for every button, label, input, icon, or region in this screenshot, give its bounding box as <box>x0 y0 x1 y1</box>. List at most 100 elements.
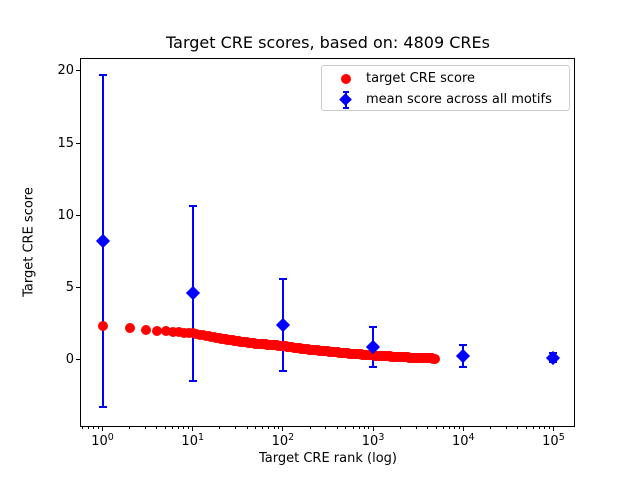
x-tick-label: 104 <box>451 432 475 449</box>
x-minor-tick-mark <box>368 427 370 429</box>
mean-diamond-point <box>366 339 381 354</box>
x-tick-label: 102 <box>271 432 295 449</box>
x-minor-tick-mark <box>517 427 519 429</box>
mean-error-bar-cap-top <box>278 277 287 280</box>
blue-diamond-errorbar-marker-icon <box>334 89 358 111</box>
x-minor-tick-mark <box>345 427 347 429</box>
red-data-point <box>160 326 171 337</box>
x-minor-tick-mark <box>309 427 311 429</box>
y-tick-mark <box>76 214 80 216</box>
x-minor-tick-mark <box>262 427 264 429</box>
legend-item-target-cre-score: target CRE score <box>322 68 569 90</box>
x-minor-tick-mark <box>82 427 84 429</box>
x-tick-mark <box>102 427 104 431</box>
x-minor-tick-mark <box>435 427 437 429</box>
x-minor-tick-mark <box>235 427 237 429</box>
x-minor-tick-mark <box>415 427 417 429</box>
x-minor-tick-mark <box>145 427 147 429</box>
legend-item-mean-score: mean score across all motifs <box>322 89 569 111</box>
y-tick-mark <box>76 70 80 72</box>
x-minor-tick-mark <box>183 427 185 429</box>
x-minor-tick-mark <box>458 427 460 429</box>
x-tick-mark <box>372 427 374 431</box>
mean-diamond-point <box>185 286 200 301</box>
x-tick-label: 100 <box>91 432 114 449</box>
mean-error-bar-cap-top <box>98 74 107 77</box>
mean-error-bar-cap-bottom <box>369 365 378 368</box>
legend-label-mean-score: mean score across all motifs <box>366 92 552 107</box>
x-minor-tick-mark <box>454 427 456 429</box>
x-tick-label: 103 <box>361 432 385 449</box>
x-minor-tick-mark <box>325 427 327 429</box>
red-data-point <box>97 320 108 331</box>
y-tick-label: 20 <box>57 63 74 79</box>
mean-error-bar-cap-top <box>459 344 468 347</box>
x-minor-tick-mark <box>489 427 491 429</box>
mean-diamond-point <box>456 349 471 364</box>
red-data-point <box>167 326 178 337</box>
y-tick-label: 0 <box>65 352 74 368</box>
y-tick-label: 10 <box>57 207 74 223</box>
x-minor-tick-mark <box>352 427 354 429</box>
mean-diamond-point <box>275 317 290 333</box>
x-minor-tick-mark <box>219 427 221 429</box>
x-minor-tick-mark <box>93 427 95 429</box>
x-minor-tick-mark <box>548 427 550 429</box>
x-tick-label: 101 <box>181 432 205 449</box>
mean-error-bar-cap-bottom <box>278 370 287 373</box>
x-minor-tick-mark <box>165 427 167 429</box>
x-minor-tick-mark <box>246 427 248 429</box>
x-minor-tick-mark <box>255 427 257 429</box>
x-minor-tick-mark <box>505 427 507 429</box>
x-minor-tick-mark <box>399 427 401 429</box>
y-tick-label: 15 <box>57 135 74 151</box>
mean-error-bar-cap-bottom <box>98 406 107 409</box>
mean-diamond-point <box>95 234 110 249</box>
legend-label-target-cre-score: target CRE score <box>366 71 476 86</box>
mean-diamond-point <box>546 350 561 365</box>
x-minor-tick-mark <box>532 427 534 429</box>
x-minor-tick-mark <box>336 427 338 429</box>
x-minor-tick-mark <box>278 427 280 429</box>
x-minor-tick-mark <box>363 427 365 429</box>
x-tick-mark <box>282 427 284 431</box>
plot-area <box>80 58 575 427</box>
mean-error-bar-cap-top <box>369 325 378 328</box>
x-minor-tick-mark <box>88 427 90 429</box>
x-minor-tick-mark <box>525 427 527 429</box>
chart-title: Target CRE scores, based on: 4809 CREs <box>166 33 490 52</box>
x-tick-mark <box>192 427 194 431</box>
mean-error-bar-cap-bottom <box>188 379 197 382</box>
x-minor-tick-mark <box>538 427 540 429</box>
y-tick-mark <box>76 287 80 289</box>
x-minor-tick-mark <box>448 427 450 429</box>
x-minor-tick-mark <box>358 427 360 429</box>
x-minor-tick-mark <box>156 427 158 429</box>
legend: target CRE score mean score across all m… <box>321 65 570 111</box>
red-data-point <box>140 324 151 335</box>
y-tick-mark <box>76 359 80 361</box>
x-tick-mark <box>462 427 464 431</box>
y-tick-label: 5 <box>65 280 74 296</box>
x-minor-tick-mark <box>129 427 131 429</box>
x-tick-label: 105 <box>542 432 565 449</box>
mean-error-bar-cap-top <box>188 204 197 207</box>
red-data-point <box>124 322 135 333</box>
x-minor-tick-mark <box>178 427 180 429</box>
red-circle-marker-icon <box>334 68 358 90</box>
x-minor-tick-mark <box>188 427 190 429</box>
x-minor-tick-mark <box>97 427 99 429</box>
x-minor-tick-mark <box>172 427 174 429</box>
y-tick-mark <box>76 142 80 144</box>
red-data-point <box>429 353 440 364</box>
x-axis-label: Target CRE rank (log) <box>259 451 397 466</box>
red-data-point <box>151 325 162 336</box>
red-data-point <box>173 327 184 338</box>
x-tick-mark <box>552 427 554 431</box>
x-minor-tick-mark <box>442 427 444 429</box>
x-minor-tick-mark <box>544 427 546 429</box>
mean-error-bar-cap-bottom <box>459 365 468 368</box>
